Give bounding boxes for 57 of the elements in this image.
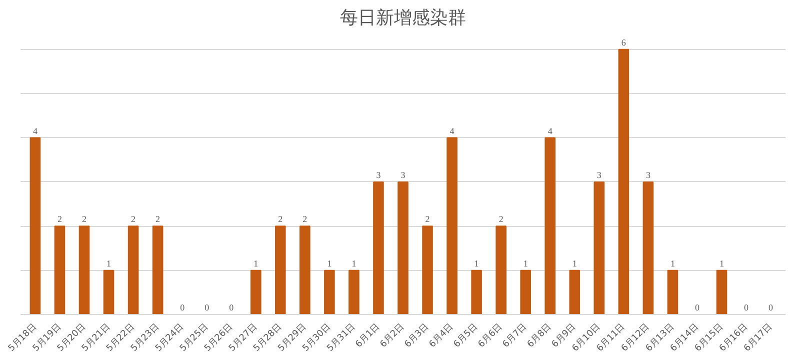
bar <box>275 226 286 314</box>
data-label: 4 <box>32 126 38 136</box>
bar <box>446 137 458 314</box>
bar <box>103 270 114 314</box>
data-label: 6 <box>621 37 626 48</box>
data-label: 1 <box>327 258 332 268</box>
bar <box>496 226 506 314</box>
bar <box>642 181 654 314</box>
bar <box>520 270 531 314</box>
bar <box>398 181 408 314</box>
data-label: 2 <box>302 214 308 224</box>
bar <box>300 226 310 314</box>
bar <box>594 181 605 314</box>
bar <box>324 270 335 314</box>
data-label: 1 <box>720 258 724 268</box>
bar <box>250 270 262 314</box>
data-label: 3 <box>400 170 406 180</box>
data-label: 0 <box>180 302 186 312</box>
bar <box>471 270 482 314</box>
data-label: 4 <box>548 126 553 136</box>
bar <box>618 48 630 314</box>
bar <box>667 270 678 314</box>
bar <box>30 137 41 314</box>
data-label: 3 <box>376 170 382 180</box>
data-label: 3 <box>646 170 651 180</box>
data-label: 2 <box>278 214 283 224</box>
data-label: 1 <box>474 258 479 268</box>
data-label: 1 <box>523 258 528 268</box>
data-label: 0 <box>694 302 700 312</box>
data-label: 0 <box>744 302 750 312</box>
data-label: 1 <box>352 258 356 268</box>
data-label: 2 <box>498 214 504 224</box>
data-label: 0 <box>229 302 234 312</box>
data-label: 0 <box>768 302 774 312</box>
bar <box>422 226 433 314</box>
data-label: 1 <box>572 258 577 268</box>
data-label: 2 <box>57 214 62 224</box>
data-label: 4 <box>450 126 455 136</box>
data-label: 1 <box>254 258 258 268</box>
bar <box>54 226 66 314</box>
bar <box>78 226 90 314</box>
data-label: 2 <box>156 214 160 224</box>
bar <box>716 270 728 314</box>
data-label: 1 <box>106 258 112 268</box>
data-label: 2 <box>82 214 86 224</box>
data-label: 2 <box>425 214 430 224</box>
bar <box>348 270 360 314</box>
data-label: 2 <box>131 214 136 224</box>
bar <box>128 226 139 314</box>
data-label: 0 <box>204 302 210 312</box>
bar <box>373 181 384 314</box>
data-label: 3 <box>596 170 602 180</box>
bar <box>544 137 556 314</box>
chart-title: 每日新增感染群 <box>340 8 466 28</box>
data-label: 1 <box>670 258 675 268</box>
bar <box>152 226 164 314</box>
bar <box>569 270 580 314</box>
